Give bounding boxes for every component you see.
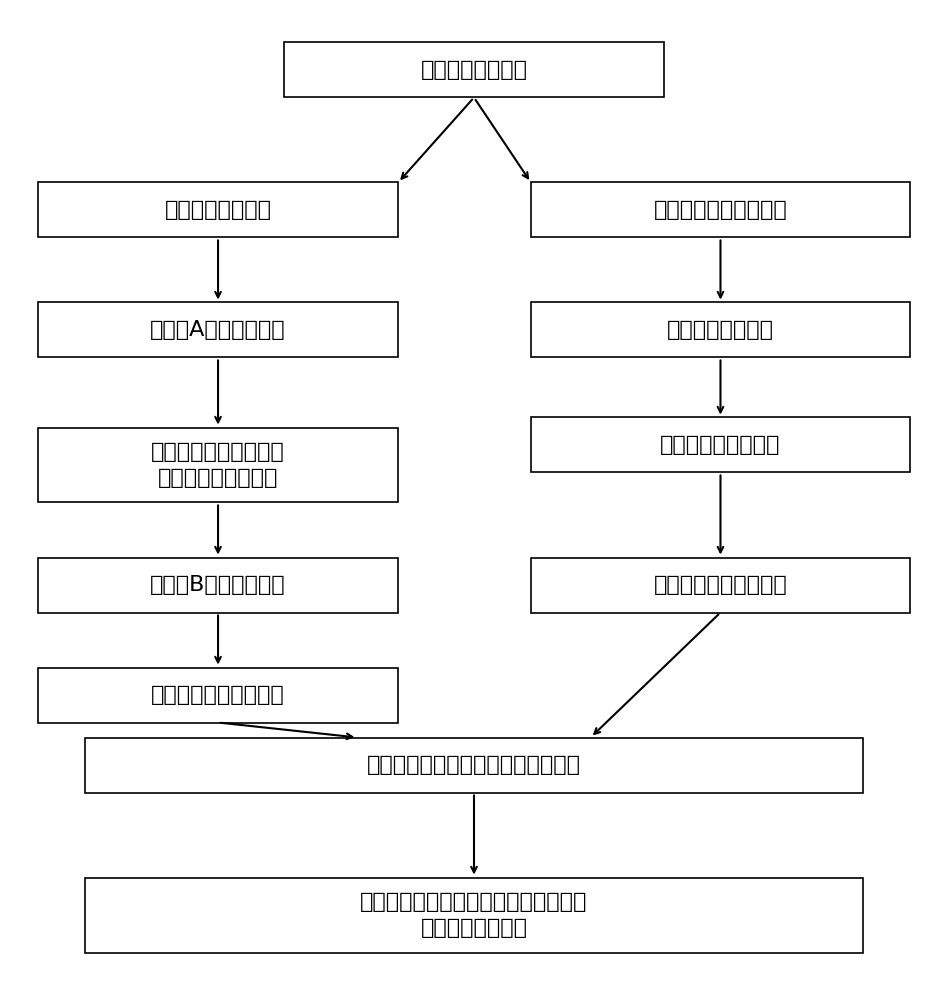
- FancyBboxPatch shape: [38, 182, 398, 237]
- Text: 样品放入实验箱中: 样品放入实验箱中: [421, 60, 527, 80]
- Text: 通过喷头形成气溶胶粒径可控的环境: 通过喷头形成气溶胶粒径可控的环境: [367, 755, 581, 775]
- FancyBboxPatch shape: [85, 878, 863, 952]
- FancyBboxPatch shape: [531, 417, 910, 472]
- FancyBboxPatch shape: [85, 738, 863, 792]
- FancyBboxPatch shape: [284, 42, 664, 97]
- Text: 电压表A控制输入气压: 电压表A控制输入气压: [150, 320, 286, 340]
- Text: 在喷淋控制系统和调整电机中输出实验
参数控制实验时间: 在喷淋控制系统和调整电机中输出实验 参数控制实验时间: [360, 892, 588, 938]
- FancyBboxPatch shape: [531, 302, 910, 357]
- Text: 流量计控制液体流量: 流量计控制液体流量: [661, 435, 780, 455]
- FancyBboxPatch shape: [38, 428, 398, 502]
- Text: 空气由压缩机增压: 空气由压缩机增压: [165, 200, 271, 220]
- FancyBboxPatch shape: [38, 558, 398, 612]
- Text: 电压表B控制输出气压: 电压表B控制输出气压: [150, 575, 286, 595]
- FancyBboxPatch shape: [531, 558, 910, 612]
- Text: 溶液由离心泵增压: 溶液由离心泵增压: [667, 320, 774, 340]
- Text: 定值流量气体输入喷头: 定值流量气体输入喷头: [151, 685, 285, 705]
- Text: 定值流量液体输入喷头: 定值流量液体输入喷头: [653, 575, 788, 595]
- Text: 气体净化装置除去空气
中腐蚀污染物和水分: 气体净化装置除去空气 中腐蚀污染物和水分: [151, 442, 285, 488]
- Text: 在溶液箱中配制好溶液: 在溶液箱中配制好溶液: [653, 200, 788, 220]
- FancyBboxPatch shape: [38, 668, 398, 722]
- FancyBboxPatch shape: [531, 182, 910, 237]
- FancyBboxPatch shape: [38, 302, 398, 357]
